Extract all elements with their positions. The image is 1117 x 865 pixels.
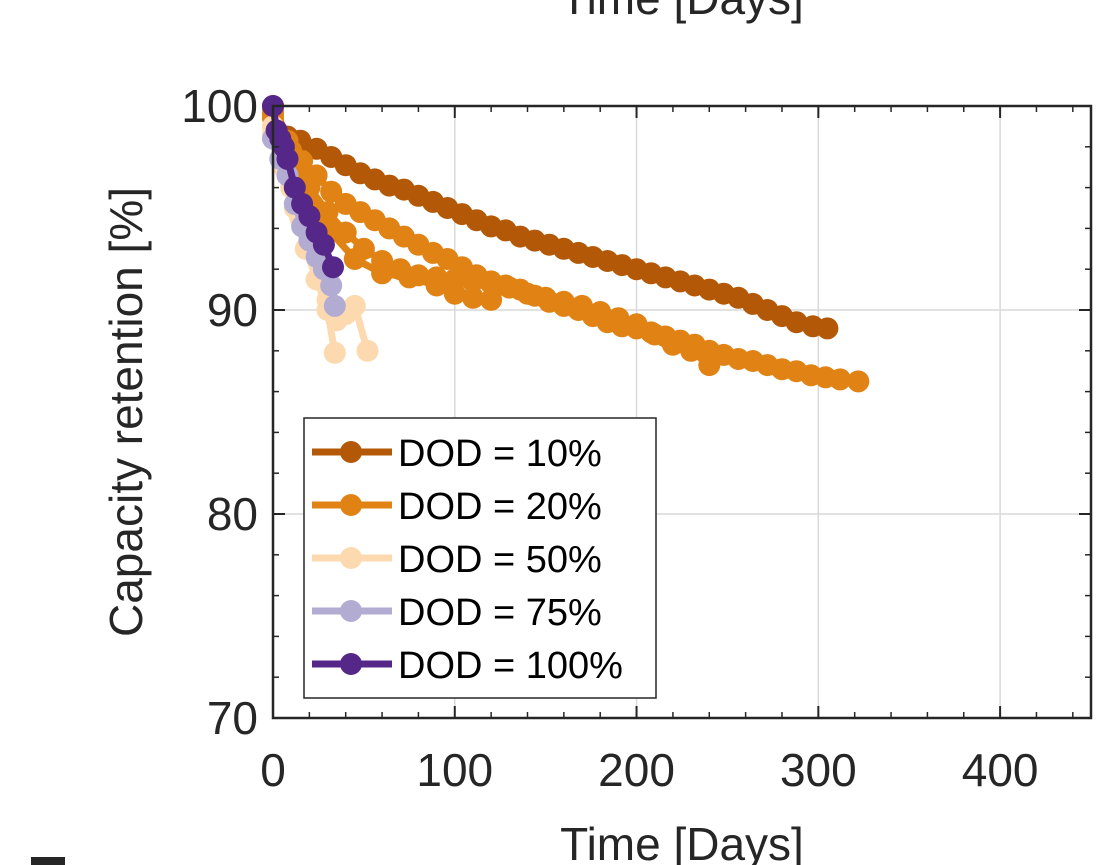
data-point-1-2-4 [371, 262, 394, 285]
y-tick-label-3: 100 [181, 80, 258, 132]
data-point-1-0-40 [847, 370, 870, 393]
data-point-1-1-16 [552, 290, 575, 313]
legend-label-4: DOD = 100% [398, 645, 623, 687]
legend-items: DOD = 10% DOD = 20% DOD = 50% DOD = 75% DOD … [312, 433, 623, 687]
x-tick-labels: 0 100 200 300 400 [260, 744, 1038, 796]
data-point-1-2-7 [443, 282, 466, 305]
clipped-top-axis-label: Time [Days] [560, 0, 804, 24]
data-point-1-1-24 [698, 354, 721, 377]
legend-label-1: DOD = 20% [398, 486, 602, 528]
legend-label-2: DOD = 50% [398, 539, 602, 581]
axis-ticks [272, 105, 1091, 719]
data-point-1-2-6 [425, 274, 448, 297]
y-tick-labels: 70 80 90 100 [181, 80, 258, 744]
x-tick-label-1: 100 [416, 744, 493, 796]
data-point-4-0-10 [322, 256, 344, 279]
legend-item-2: DOD = 50% [312, 539, 602, 581]
legend-item-1: DOD = 20% [312, 486, 602, 528]
y-tick-label-1: 80 [207, 488, 258, 540]
data-point-1-1-13 [498, 276, 521, 299]
x-tick-label-4: 400 [962, 744, 1039, 796]
legend-item-3: DOD = 75% [312, 592, 602, 634]
series-4 [262, 95, 344, 279]
data-point-1-1-11 [462, 270, 484, 293]
data-point-1-1-15 [534, 286, 557, 309]
data-point-1-2-3 [343, 248, 366, 270]
x-tick-label-2: 200 [598, 744, 675, 796]
x-tick-label-0: 0 [260, 744, 286, 796]
x-axis-label: Time [Days] [560, 818, 804, 865]
data-point-1-1-20 [625, 313, 648, 336]
data-point-3-0-8 [320, 274, 343, 297]
legend-item-0: DOD = 10% [312, 433, 602, 475]
data-point-1-1-12 [480, 272, 503, 295]
data-point-4-0-4 [276, 148, 299, 170]
legend-marker-2 [340, 547, 362, 569]
data-point-1-2-5 [398, 266, 421, 289]
data-point-0-0-38 [816, 317, 839, 340]
data-point-1-1-17 [571, 294, 593, 317]
data-point-1-1-23 [680, 339, 703, 362]
data-point-2-0-9 [343, 294, 366, 317]
x-tick-label-3: 300 [780, 744, 857, 796]
legend-marker-3 [340, 600, 362, 622]
data-point-1-1-19 [607, 307, 630, 330]
data-point-1-1-22 [661, 333, 684, 356]
legend-label-0: DOD = 10% [398, 433, 602, 475]
legend-item-4: DOD = 100% [312, 645, 623, 687]
data-point-1-2-8 [462, 286, 484, 309]
data-point-1-1-14 [516, 282, 539, 305]
data-point-2-1-6 [323, 341, 346, 364]
data-point-3-0-9 [323, 294, 346, 317]
y-tick-label-0: 70 [207, 692, 258, 744]
data-point-1-1-18 [589, 301, 612, 323]
data-point-1-0-4 [320, 180, 343, 203]
data-point-4-0-9 [312, 233, 335, 256]
data-point-1-1-21 [643, 323, 666, 346]
legend: DOD = 10% DOD = 20% DOD = 50% DOD = 75% DOD … [303, 417, 657, 699]
plot-series [262, 95, 870, 393]
legend-marker-1 [340, 494, 362, 516]
data-point-1-2-9 [480, 288, 503, 311]
legend-marker-0 [340, 441, 362, 463]
plot-area-frame [271, 104, 1093, 720]
y-tick-label-2: 90 [207, 284, 258, 336]
panel-mark [31, 857, 65, 865]
y-axis-label: Capacity retention [%] [100, 187, 152, 637]
legend-marker-4 [340, 653, 362, 675]
legend-label-3: DOD = 75% [398, 592, 602, 634]
data-point-2-0-10 [356, 339, 379, 362]
data-point-1-0-39 [829, 368, 852, 391]
